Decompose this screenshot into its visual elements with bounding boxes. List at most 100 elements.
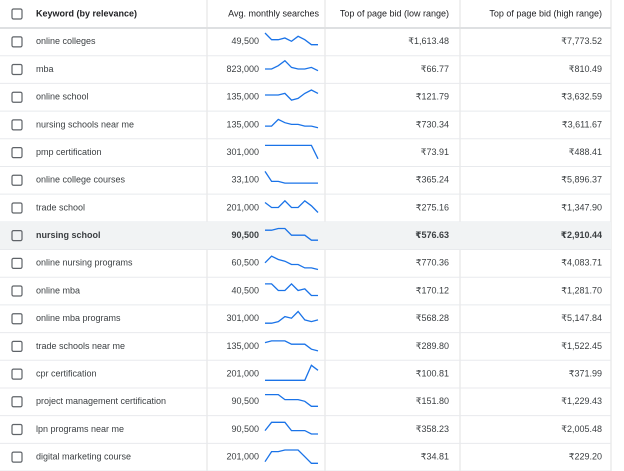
high-bid: ₹5,147.84 (561, 313, 602, 323)
row-checkbox[interactable] (11, 91, 23, 103)
header-high-bid[interactable]: Top of page bid (high range) (489, 8, 602, 18)
row-checkbox[interactable] (11, 340, 23, 353)
monthly-searches: 33,100 (231, 175, 259, 185)
row-checkbox[interactable] (11, 202, 23, 214)
low-bid: ₹576.63 (415, 230, 449, 240)
high-bid: ₹1,347.90 (561, 202, 602, 212)
monthly-searches: 90,500 (231, 396, 259, 406)
low-bid: ₹770.36 (416, 258, 449, 268)
high-bid: ₹3,611.67 (562, 119, 602, 129)
high-bid: ₹7,773.52 (561, 36, 602, 46)
trend-sparkline (265, 310, 319, 324)
high-bid: ₹488.41 (569, 147, 602, 157)
trend-sparkline (265, 282, 318, 297)
row-checkbox[interactable] (11, 313, 23, 325)
keyword: nursing schools near me (36, 119, 134, 129)
keyword: cpr certification (36, 368, 97, 378)
row-checkbox[interactable] (11, 63, 23, 76)
monthly-searches: 90,500 (231, 424, 259, 434)
low-bid: ₹34.81 (421, 452, 449, 462)
monthly-searches: 135,000 (226, 119, 259, 129)
trend-sparkline (265, 89, 319, 101)
high-bid: ₹229.20 (569, 452, 602, 462)
trend-sparkline (264, 421, 318, 435)
monthly-searches: 201,000 (226, 202, 259, 212)
low-bid: ₹170.12 (416, 285, 449, 295)
low-bid: ₹151.80 (416, 396, 449, 406)
trend-sparkline (265, 144, 319, 160)
trend-sparkline (265, 364, 319, 381)
keyword: project management certification (36, 396, 166, 406)
low-bid: ₹275.16 (416, 202, 449, 212)
trend-sparkline (264, 199, 319, 213)
high-bid: ₹2,910.44 (561, 230, 602, 240)
trend-sparkline (264, 449, 318, 464)
monthly-searches: 301,000 (226, 147, 259, 157)
monthly-searches: 40,500 (231, 285, 259, 295)
low-bid: ₹73.91 (421, 147, 449, 157)
low-bid: ₹568.28 (416, 313, 449, 323)
keyword: nursing school (36, 230, 101, 240)
row-checkbox[interactable] (11, 285, 23, 297)
keyword: mba (36, 64, 54, 74)
header-low-bid[interactable]: Top of page bid (low range) (340, 8, 449, 18)
trend-sparkline (264, 171, 318, 184)
low-bid: ₹66.77 (421, 64, 449, 74)
trend-sparkline (265, 59, 319, 72)
keyword: trade school (36, 202, 85, 212)
keyword: online mba programs (36, 313, 121, 323)
keyword: online school (36, 92, 89, 102)
low-bid: ₹358.23 (416, 424, 449, 434)
low-bid: ₹1,613.48 (408, 36, 449, 46)
low-bid: ₹121.79 (416, 92, 449, 102)
high-bid: ₹1,522.45 (561, 341, 602, 351)
high-bid: ₹3,632.59 (561, 92, 602, 102)
monthly-searches: 301,000 (226, 313, 259, 323)
row-checkbox[interactable] (11, 36, 23, 48)
row-checkbox[interactable] (11, 174, 23, 186)
keyword: lpn programs near me (36, 424, 124, 434)
monthly-searches: 90,500 (231, 230, 259, 240)
keyword: online nursing programs (36, 258, 133, 268)
trend-sparkline (265, 393, 318, 407)
low-bid: ₹100.81 (416, 368, 449, 378)
row-checkbox[interactable] (11, 423, 23, 436)
high-bid: ₹1,281.70 (561, 285, 602, 295)
trend-sparkline (265, 227, 318, 241)
monthly-searches: 135,000 (226, 341, 259, 351)
monthly-searches: 823,000 (226, 64, 259, 74)
row-checkbox[interactable] (11, 396, 23, 408)
header-searches[interactable]: Avg. monthly searches (228, 8, 319, 18)
low-bid: ₹365.24 (416, 175, 449, 185)
row-checkbox[interactable] (11, 119, 23, 131)
high-bid: ₹371.99 (569, 368, 602, 378)
row-checkbox[interactable] (11, 230, 23, 242)
low-bid: ₹730.34 (416, 119, 449, 129)
monthly-searches: 49,500 (231, 36, 259, 46)
keyword: online college courses (36, 175, 126, 185)
trend-sparkline (264, 340, 319, 352)
trend-sparkline (265, 118, 319, 129)
high-bid: ₹810.49 (569, 64, 602, 74)
row-checkbox[interactable] (11, 451, 23, 463)
row-checkbox[interactable] (11, 257, 23, 269)
high-bid: ₹1,229.43 (561, 396, 602, 406)
row-checkbox[interactable] (11, 146, 23, 159)
keyword: digital marketing course (36, 452, 131, 462)
monthly-searches: 201,000 (226, 368, 259, 378)
monthly-searches: 201,000 (226, 452, 259, 462)
keyword: pmp certification (36, 147, 102, 157)
monthly-searches: 135,000 (226, 92, 259, 102)
keyword: trade schools near me (36, 341, 125, 351)
keyword: online mba (36, 285, 80, 295)
header-keyword[interactable]: Keyword (by relevance) (36, 8, 137, 18)
low-bid: ₹289.80 (416, 341, 449, 351)
trend-sparkline (264, 255, 319, 271)
high-bid: ₹4,083.71 (561, 258, 602, 268)
keyword: online colleges (36, 36, 96, 46)
row-checkbox[interactable] (11, 368, 23, 380)
trend-sparkline (264, 32, 318, 46)
select-all-checkbox[interactable] (11, 8, 23, 20)
